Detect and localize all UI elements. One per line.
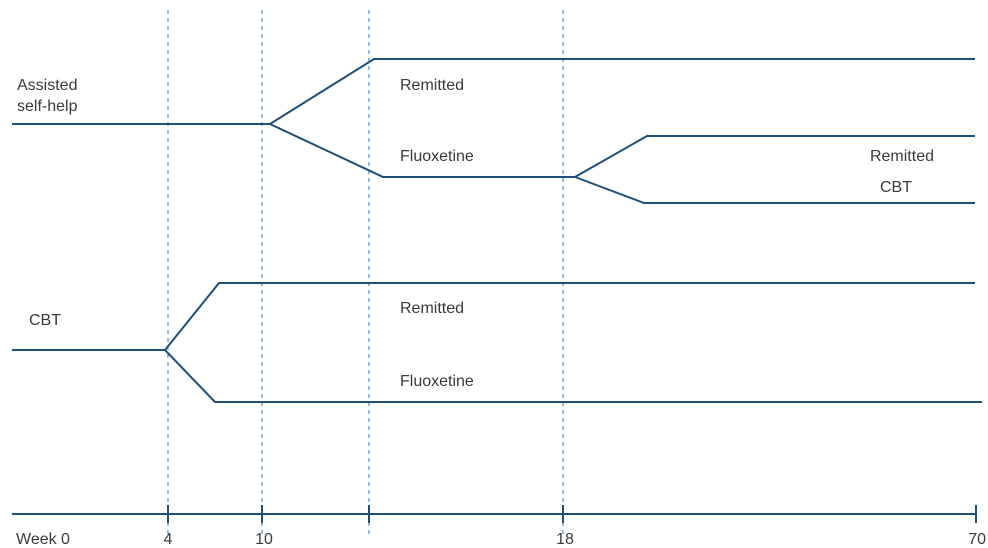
timeline-label-week-0: Week 0 <box>16 531 70 548</box>
assisted-start-label-line2: self-help <box>17 98 78 115</box>
assisted-labels: Assisted self-help Remitted Fluoxetine R… <box>17 77 934 196</box>
assisted-fluoxetine-path <box>269 123 575 178</box>
timeline-label-18: 18 <box>556 531 574 548</box>
cbt-branch-fluoxetine-label: Fluoxetine <box>400 373 474 390</box>
cbt-branch-remitted-label: Remitted <box>400 300 464 317</box>
guide-lines <box>167 10 564 535</box>
cbt-labels: CBT Remitted Fluoxetine <box>29 300 474 390</box>
fluoxetine-branch-cbt-label: CBT <box>880 179 912 196</box>
assisted-branch-fluoxetine-label: Fluoxetine <box>400 148 474 165</box>
assisted-self-help-arm <box>12 58 975 204</box>
timeline-label-70: 70 <box>968 531 986 548</box>
cbt-remitted-path <box>12 282 975 351</box>
fluoxetine-remitted-path <box>574 135 975 178</box>
timeline-label-4: 4 <box>164 531 173 548</box>
assisted-start-label-line1: Assisted <box>17 77 77 94</box>
assisted-remitted-path <box>12 58 975 125</box>
fluoxetine-branch-remitted-label: Remitted <box>870 148 934 165</box>
assisted-branch-remitted-label: Remitted <box>400 77 464 94</box>
cbt-start-label: CBT <box>29 312 61 329</box>
timeline-label-10: 10 <box>255 531 273 548</box>
timeline-axis: Week 0 4 10 18 70 <box>12 505 986 548</box>
fluoxetine-cbt-path <box>574 176 975 204</box>
cbt-fluoxetine-path <box>164 349 982 403</box>
cbt-arm <box>12 282 982 403</box>
